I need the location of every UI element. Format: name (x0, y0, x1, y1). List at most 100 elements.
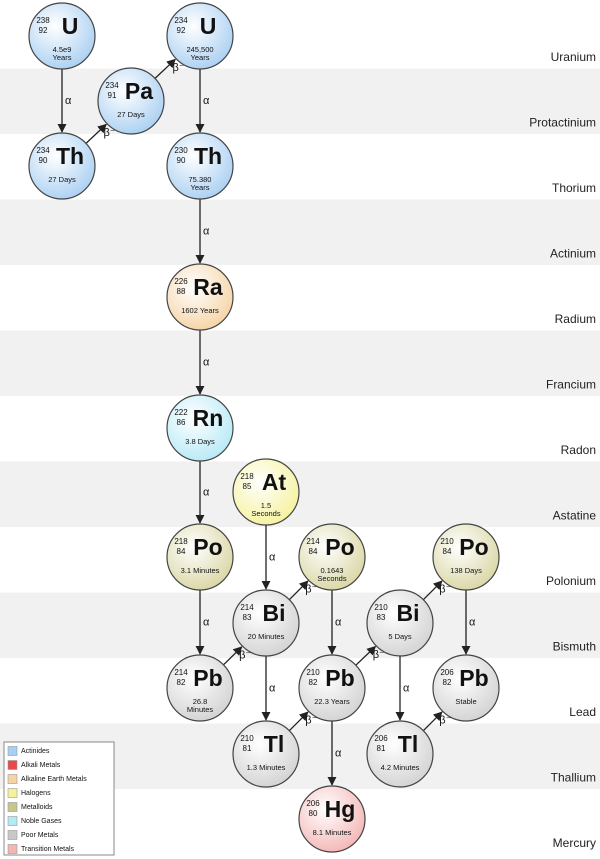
row-label: Thallium (551, 771, 596, 785)
isotope-circle (432, 523, 500, 591)
legend-label: Poor Metals (21, 832, 59, 839)
row-label: Protactinium (529, 116, 596, 130)
mass-number: 218 (174, 537, 188, 546)
decay-label: α (203, 616, 210, 628)
mass-number: 214 (306, 537, 320, 546)
atomic-number: 92 (177, 26, 186, 35)
element-symbol: Th (56, 143, 84, 169)
mass-number: 238 (36, 16, 50, 25)
mass-number: 222 (174, 408, 188, 417)
half-life: 138 Days (450, 566, 482, 575)
half-life: 3.8 Days (185, 437, 215, 446)
decay-label: α (203, 225, 210, 237)
mass-number: 206 (374, 734, 388, 743)
row-band (0, 199, 600, 265)
atomic-number: 82 (443, 678, 452, 687)
isotope-circle (298, 654, 366, 722)
half-life: 3.1 Minutes (181, 566, 220, 575)
mass-number: 210 (306, 668, 320, 677)
mass-number: 210 (374, 603, 388, 612)
decay-label: β⁻ (239, 649, 251, 661)
row-label: Bismuth (553, 640, 596, 654)
element-symbol: Pb (193, 665, 222, 691)
element-symbol: Po (325, 534, 354, 560)
isotope-circle (166, 654, 234, 722)
decay-label: α (269, 682, 276, 694)
element-symbol: Pb (325, 665, 354, 691)
half-life: 27 Days (48, 175, 76, 184)
row-band (0, 592, 600, 658)
legend-label: Alkali Metals (21, 762, 61, 769)
mass-number: 210 (440, 537, 454, 546)
atomic-number: 84 (309, 547, 318, 556)
mass-number: 234 (36, 146, 50, 155)
isotope-circle (166, 132, 234, 200)
isotope-circle (28, 132, 96, 200)
row-label: Astatine (553, 509, 597, 523)
half-life: Stable (455, 697, 476, 706)
decay-arrow (85, 123, 107, 144)
decay-label: α (203, 356, 210, 368)
mass-number: 234 (105, 81, 119, 90)
legend-label: Alkaline Earth Metals (21, 776, 87, 783)
element-symbol: Pb (459, 665, 488, 691)
row-label: Lead (569, 705, 596, 719)
decay-label: α (269, 551, 276, 563)
isotope-circle (366, 589, 434, 657)
decay-label: α (403, 682, 410, 694)
half-life: 27 Days (117, 110, 145, 119)
decay-arrow (154, 58, 176, 79)
half-life: 4.2 Minutes (381, 763, 420, 772)
decay-label: α (203, 95, 210, 107)
isotope-circle (232, 458, 300, 526)
legend-swatch (7, 844, 18, 854)
row-band (0, 461, 600, 527)
half-life: 4.5e9 (53, 45, 72, 54)
mass-number: 226 (174, 277, 188, 286)
atomic-number: 85 (243, 482, 252, 491)
isotope-circle (232, 589, 300, 657)
element-symbol: At (262, 469, 287, 495)
isotope-circle (166, 394, 234, 462)
mass-number: 230 (174, 146, 188, 155)
legend-swatch (7, 774, 18, 784)
half-life: 8.1 Minutes (313, 828, 352, 837)
atomic-number: 80 (309, 809, 318, 818)
isotope-circle (298, 785, 366, 853)
mass-number: 206 (306, 799, 320, 808)
decay-label: β⁻ (439, 584, 451, 596)
row-label: Radon (561, 443, 596, 457)
half-life: Years (53, 53, 72, 62)
element-symbol: Th (194, 143, 222, 169)
legend-label: Metalloids (21, 804, 53, 811)
element-symbol: Pa (125, 78, 153, 104)
half-life: Seconds (317, 574, 346, 583)
legend-swatch (7, 802, 18, 812)
atomic-number: 92 (39, 26, 48, 35)
mass-number: 218 (240, 472, 254, 481)
element-symbol: U (200, 13, 217, 39)
half-life: 0.1643 (321, 566, 344, 575)
legend-swatch (7, 760, 18, 770)
mass-number: 210 (240, 734, 254, 743)
legend-label: Noble Gases (21, 818, 62, 825)
half-life: 75.380 (189, 175, 212, 184)
half-life: Years (191, 183, 210, 192)
half-life: Years (191, 53, 210, 62)
decay-arrow (288, 711, 309, 732)
row-band (0, 330, 600, 396)
mass-number: 214 (174, 668, 188, 677)
isotope-circle (166, 263, 234, 331)
decay-label: α (335, 616, 342, 628)
decay-label: α (203, 486, 210, 498)
element-symbol: Hg (325, 796, 356, 822)
half-life: 20 Minutes (248, 632, 285, 641)
atomic-number: 84 (443, 547, 452, 556)
decay-arrow (355, 645, 377, 666)
